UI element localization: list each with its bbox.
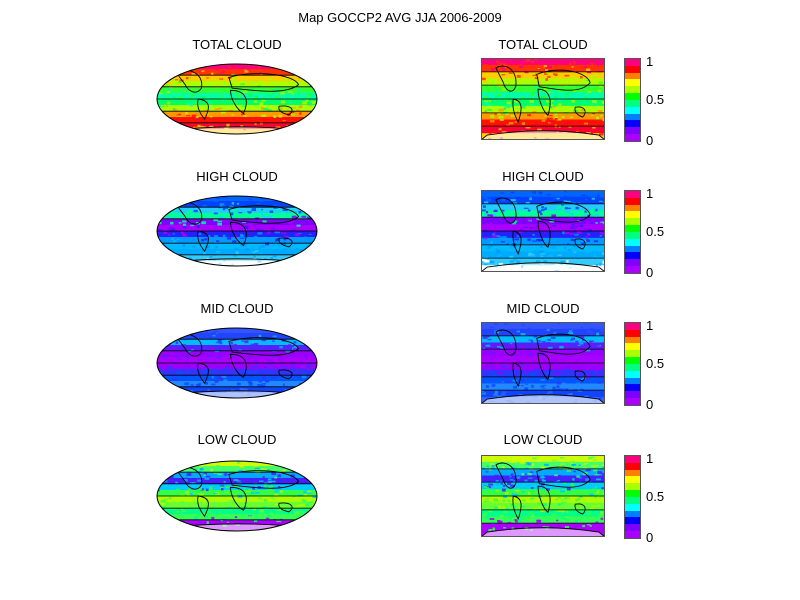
colorbar-tick-label: 1 [646, 54, 654, 69]
figure-title: Map GOCCP2 AVG JJA 2006-2009 [298, 10, 502, 25]
colorbar-tick-label: 0 [646, 265, 654, 280]
colorbar-tick-label: 1 [646, 318, 654, 333]
map-hammer-high [156, 195, 318, 267]
panel-title-low-hammer: LOW CLOUD [197, 432, 277, 447]
panel-title-high-hammer: HIGH CLOUD [196, 169, 278, 184]
colorbar-tick-label: 0 [646, 530, 654, 545]
colorbar-tick-label: 0 [646, 133, 654, 148]
colorbar-total [624, 58, 641, 142]
map-cylindrical-total [481, 58, 605, 140]
panel-title-mid-hammer: MID CLOUD [200, 301, 274, 316]
map-cylindrical-mid [481, 322, 605, 404]
panel-title-total-hammer: TOTAL CLOUD [192, 37, 282, 52]
map-cylindrical-low [481, 455, 605, 537]
colorbar-tick-label: 0.5 [646, 92, 665, 107]
panel-title-low-cylindrical: LOW CLOUD [503, 432, 583, 447]
map-hammer-low [156, 460, 318, 532]
colorbar-tick-label: 0 [646, 397, 654, 412]
colorbar-high [624, 190, 641, 274]
panel-title-mid-cylindrical: MID CLOUD [506, 301, 580, 316]
panel-title-total-cylindrical: TOTAL CLOUD [498, 37, 588, 52]
map-hammer-total [156, 63, 318, 135]
colorbar-tick-label: 1 [646, 451, 654, 466]
colorbar-mid [624, 322, 641, 406]
colorbar-tick-label: 0.5 [646, 224, 665, 239]
colorbar-low [624, 455, 641, 539]
colorbar-tick-label: 1 [646, 186, 654, 201]
colorbar-tick-label: 0.5 [646, 489, 665, 504]
panel-title-high-cylindrical: HIGH CLOUD [502, 169, 584, 184]
colorbar-tick-label: 0.5 [646, 356, 665, 371]
map-hammer-mid [156, 327, 318, 399]
map-cylindrical-high [481, 190, 605, 272]
